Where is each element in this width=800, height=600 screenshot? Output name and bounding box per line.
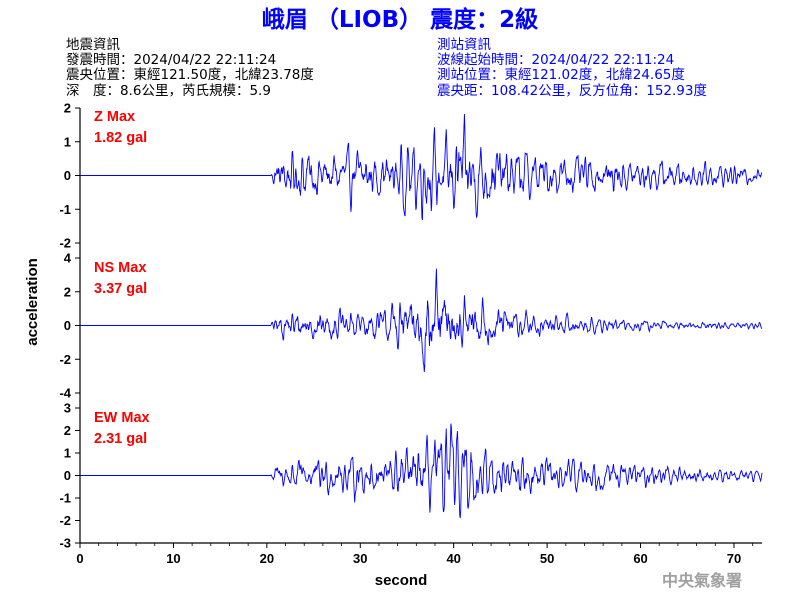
y-tick-label: 4 [64, 251, 72, 266]
station-info-block: 測站資訊 波線起始時間：2024/04/22 22:11:24 測站位置：東經1… [437, 37, 707, 99]
x-axis-ticks: 0 10 20 30 40 50 60 70 [76, 543, 754, 566]
y-tick-label: 2 [64, 284, 71, 299]
y-tick-label: -1 [59, 491, 71, 506]
origin-time: 發震時間：2024/04/22 22:11:24 [66, 52, 276, 68]
y-axis-label: acceleration [24, 258, 41, 346]
z-y-ticks: 2 1 0 -1 -2 [59, 101, 80, 251]
x-tick-label: 20 [260, 551, 274, 566]
x-tick-label: 40 [446, 551, 460, 566]
ns-max-title: NS Max [94, 260, 146, 276]
z-max-value: 1.82 gal [94, 130, 147, 146]
quake-info-block: 地震資訊 發震時間：2024/04/22 22:11:24 震央位置：東經121… [66, 37, 314, 99]
station-location: 測站位置：東經121.02度，北緯24.65度 [437, 67, 685, 83]
ns-y-ticks: 4 2 0 -2 -4 [59, 251, 80, 401]
panel-ns: 4 2 0 -2 -4 NS Max 3.37 gal [59, 251, 763, 401]
x-tick-label: 30 [353, 551, 367, 566]
y-tick-label: 0 [64, 468, 71, 483]
panel-z: 2 1 0 -1 -2 Z Max 1.82 gal [59, 101, 763, 251]
z-max-title: Z Max [94, 109, 135, 125]
epicentral-distance: 震央距：108.42公里，反方位角：152.93度 [437, 83, 707, 99]
quake-info-heading: 地震資訊 [66, 37, 120, 53]
panel-ew: 3 2 1 0 -1 -2 -3 EW Max 2.31 gal [59, 401, 763, 551]
x-axis-label: second [375, 572, 428, 589]
ew-max-value: 2.31 gal [94, 431, 147, 447]
ew-max-title: EW Max [94, 410, 150, 426]
ew-trace-line [80, 423, 763, 519]
y-tick-label: 0 [64, 318, 71, 333]
ns-trace-line [80, 268, 763, 373]
depth-magnitude: 深 度：8.6公里，芮氏規模：5.9 [66, 82, 271, 99]
y-tick-label: 0 [64, 168, 71, 183]
axes [79, 108, 762, 544]
ns-max-value: 3.37 gal [94, 281, 147, 297]
y-tick-label: -4 [59, 386, 71, 401]
z-trace-line [80, 114, 763, 221]
y-tick-label: 3 [64, 401, 71, 416]
y-tick-label: 1 [64, 446, 71, 461]
station-info-heading: 測站資訊 [437, 37, 491, 53]
y-tick-label: 2 [64, 423, 71, 438]
chart-title: 峨眉 （LIOB） 震度：2級 [262, 6, 538, 33]
agency-label: 中央氣象署 [662, 571, 742, 590]
x-tick-label: 50 [540, 551, 554, 566]
x-tick-label: 60 [633, 551, 647, 566]
wave-start-time: 波線起始時間：2024/04/22 22:11:24 [437, 52, 674, 68]
y-tick-label: -2 [59, 236, 71, 251]
epicenter-location: 震央位置：東經121.50度，北緯23.78度 [66, 67, 314, 83]
y-tick-label: -2 [59, 513, 71, 528]
x-tick-label: 10 [166, 551, 180, 566]
y-tick-label: -3 [59, 536, 71, 551]
x-tick-label: 70 [727, 551, 741, 566]
x-tick-label: 0 [76, 551, 83, 566]
y-tick-label: -2 [59, 352, 71, 367]
y-tick-label: 2 [64, 101, 71, 116]
y-tick-label: 1 [64, 134, 71, 149]
ew-y-ticks: 3 2 1 0 -1 -2 -3 [59, 401, 80, 551]
y-tick-label: -1 [59, 202, 71, 217]
